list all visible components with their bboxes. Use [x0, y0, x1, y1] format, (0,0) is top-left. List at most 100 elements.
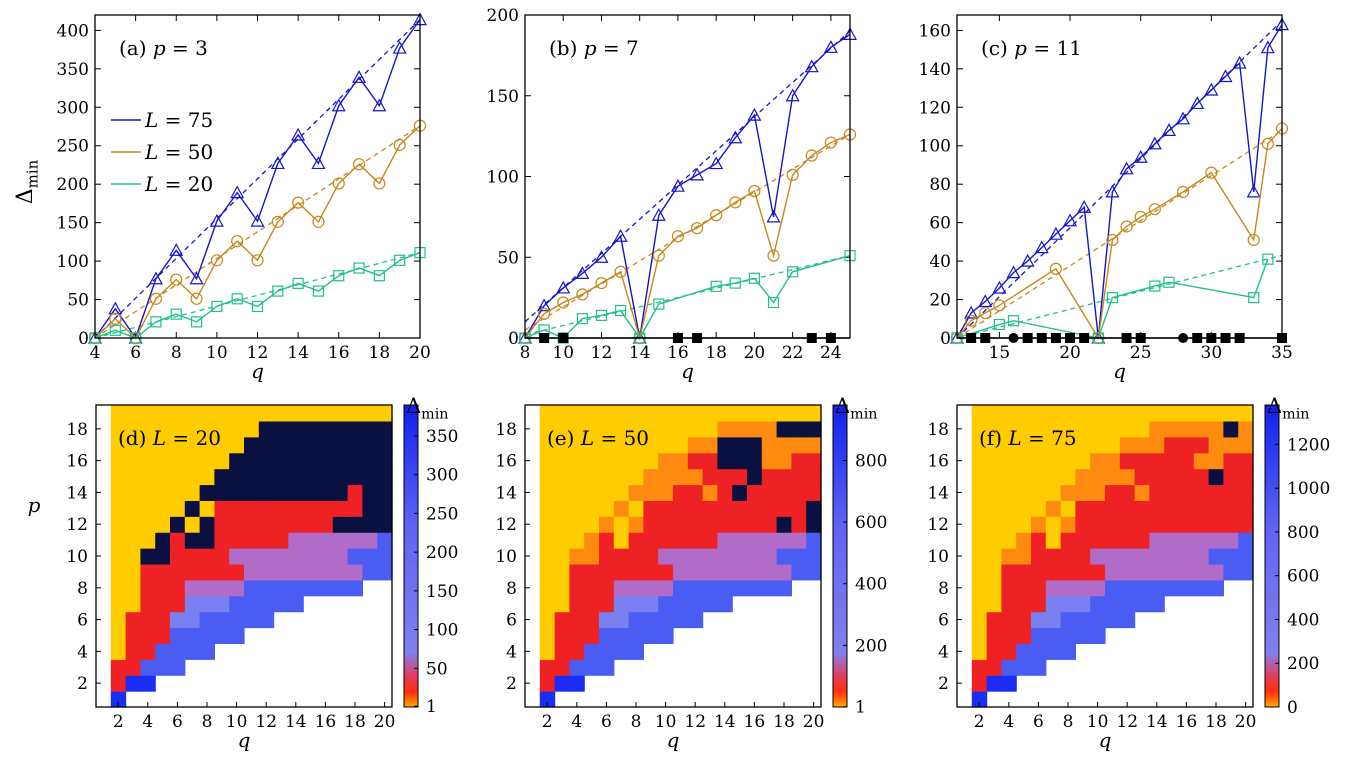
heatmap-cell — [288, 548, 304, 565]
heatmap-cell — [244, 484, 260, 501]
heatmap-cell — [184, 595, 201, 613]
heatmap-cell — [761, 548, 778, 565]
heatmap-cell — [155, 436, 171, 454]
heatmap-cell — [613, 643, 630, 660]
x-tick-label: 12 — [255, 712, 277, 732]
heatmap-cell — [1075, 579, 1091, 597]
heatmap-cell — [584, 595, 600, 613]
legend-entry: L = 20 — [144, 172, 213, 196]
heatmap-cell — [258, 468, 275, 486]
heatmap-cell — [332, 436, 349, 454]
colorbar-tick-label: 1000 — [1287, 479, 1330, 499]
data-point — [1134, 210, 1147, 223]
heatmap-cell — [1208, 500, 1224, 517]
heatmap-cell — [569, 627, 585, 645]
heatmap-cell — [347, 452, 363, 470]
heatmap-cell — [140, 468, 156, 486]
heatmap-cell — [1060, 579, 1076, 597]
heatmap-cell — [362, 484, 378, 501]
y-tick-label: 10 — [495, 547, 517, 567]
heatmap-cell — [971, 420, 988, 438]
data-point — [1248, 292, 1260, 304]
data-point — [211, 300, 223, 313]
y-tick-label: 14 — [927, 483, 949, 503]
heatmap-cell — [1075, 516, 1091, 533]
heatmap-cell — [140, 452, 156, 470]
x-tick-label: 20 — [803, 712, 825, 732]
heatmap-cell — [110, 516, 127, 533]
heatmap-cell — [1016, 405, 1032, 422]
heatmap-cell — [110, 405, 127, 422]
heatmap-cell — [318, 548, 334, 565]
y-tick-label: 150 — [487, 87, 519, 107]
y-tick-label: 200 — [487, 6, 519, 26]
heatmap-cell — [776, 532, 792, 549]
heatmap-cell — [273, 563, 289, 581]
heatmap-cell — [599, 659, 615, 676]
x-tick-label: 6 — [601, 712, 612, 732]
heatmap-cell — [643, 548, 659, 565]
heatmap-cell — [569, 643, 585, 660]
heatmap-cell — [971, 595, 988, 613]
heatmap-cell — [318, 532, 334, 549]
heatmap-cell — [1001, 516, 1017, 533]
heatmap-cell — [170, 452, 186, 470]
heatmap-cell — [643, 452, 659, 470]
colorbar-tick-label: 350 — [426, 427, 458, 447]
heatmap-cell — [1031, 659, 1047, 676]
heatmap-cell — [110, 579, 127, 597]
heatmap-cell — [273, 500, 289, 517]
heatmap-cell — [761, 500, 778, 517]
heatmap-cell — [229, 484, 245, 501]
heatmap-cell — [1105, 595, 1121, 613]
heatmap-cell — [628, 611, 644, 629]
heatmap-cell — [125, 595, 141, 613]
data-point — [1205, 166, 1218, 179]
y-axis-label: Δmin — [13, 159, 42, 204]
heatmap-cell — [1149, 484, 1165, 501]
heatmap-cell — [776, 563, 792, 581]
heatmap-cell — [170, 548, 186, 565]
heatmap-cell — [628, 516, 644, 533]
x-tick-label: 30 — [1201, 343, 1223, 363]
heatmap-cell — [125, 563, 141, 581]
heatmap-cell — [539, 691, 556, 708]
heatmap-cell — [1134, 436, 1150, 454]
heatmap-cell — [554, 484, 570, 501]
heatmap-cell — [1090, 579, 1106, 597]
heatmap-cell — [214, 420, 230, 438]
heatmap-cell — [761, 579, 778, 597]
heatmap-cell — [658, 405, 674, 422]
heatmap-cell — [732, 484, 748, 501]
heatmap-cell — [776, 579, 792, 597]
heatmap-cell — [1060, 405, 1076, 422]
heatmap-cell — [717, 468, 733, 486]
heatmap-cell — [1164, 436, 1180, 454]
heatmap-cell — [214, 611, 230, 629]
heatmap-cell — [347, 436, 363, 454]
heatmap-cell — [613, 500, 630, 517]
y-tick-label: 10 — [66, 547, 88, 567]
heatmap-cell — [554, 532, 570, 549]
heatmap-cell — [702, 548, 718, 565]
heatmap-cell — [806, 532, 822, 549]
data-point — [148, 271, 163, 285]
heatmap-cell — [687, 405, 704, 422]
data-point — [805, 149, 818, 162]
colorbar-tick-label: 200 — [855, 636, 887, 656]
heatmap-cell — [1045, 611, 1062, 629]
heatmap-cell — [199, 468, 215, 486]
heatmap-cell — [362, 468, 378, 486]
heatmap-cell — [170, 532, 186, 549]
heatmap-cell — [806, 563, 822, 581]
heatmap-cell — [1193, 420, 1210, 438]
heatmap-cell — [732, 516, 748, 533]
heatmap-cell — [673, 548, 689, 565]
heatmap-cell — [747, 468, 763, 486]
heatmap-cell — [125, 436, 141, 454]
y-tick-label: 4 — [938, 642, 949, 662]
heatmap-cell — [1031, 563, 1047, 581]
data-point — [210, 254, 223, 267]
heatmap-cell — [332, 516, 349, 533]
